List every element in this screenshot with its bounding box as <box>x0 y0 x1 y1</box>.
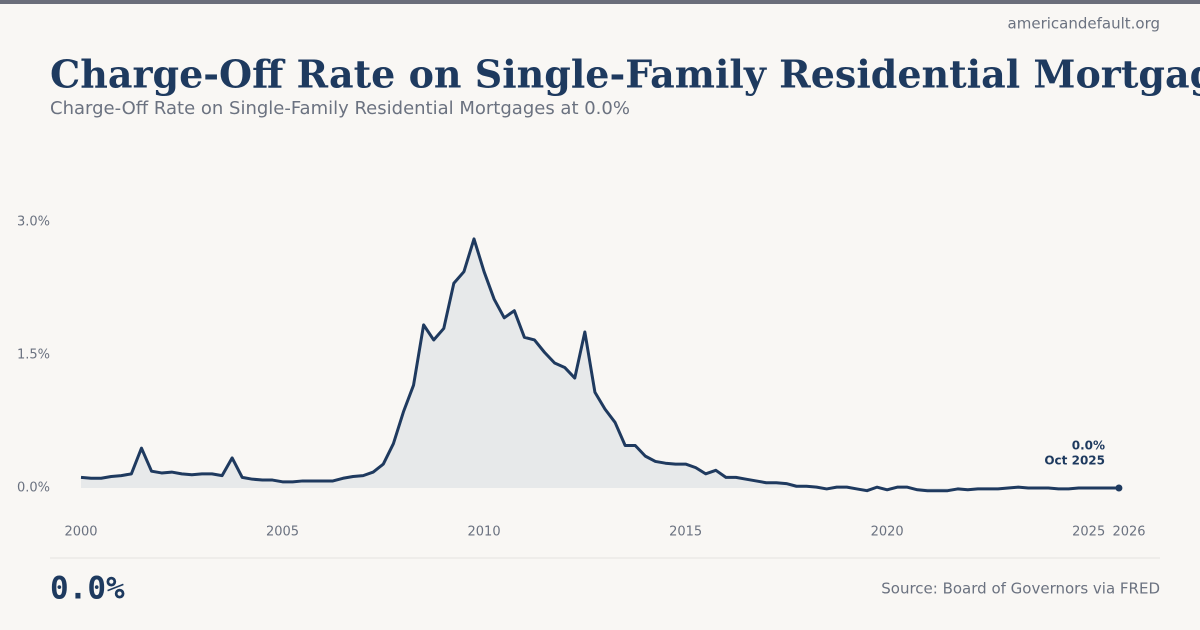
x-tick-label: 2005 <box>266 525 299 540</box>
y-tick-label: 1.5% <box>17 348 50 363</box>
site-name: americandefault.org <box>1008 15 1160 33</box>
chart-title: Charge-Off Rate on Single-Family Residen… <box>50 52 1200 97</box>
source: Source: Board of Governors via FRED <box>881 580 1160 598</box>
line <box>80 237 1119 493</box>
y-tick-label: 0.0% <box>17 481 50 496</box>
y-tick-label: 3.0% <box>17 215 50 230</box>
x-tick-label: 2010 <box>468 525 501 540</box>
annotation-value: 0.0% <box>1072 439 1105 453</box>
x-tick-label: 2026 <box>1112 525 1145 540</box>
chart-subtitle: Charge-Off Rate on Single-Family Residen… <box>50 98 630 119</box>
x-tick-label: 2015 <box>669 525 702 540</box>
top-bar <box>0 0 1200 4</box>
x-tick-label: 2025 <box>1072 525 1105 540</box>
annotation-date: Oct 2025 <box>1044 454 1105 468</box>
headline-value: 0.0% <box>50 571 125 607</box>
area <box>81 238 1119 491</box>
end-point <box>1115 484 1123 492</box>
x-tick-label: 2020 <box>871 525 904 540</box>
x-tick-label: 2000 <box>64 525 97 540</box>
